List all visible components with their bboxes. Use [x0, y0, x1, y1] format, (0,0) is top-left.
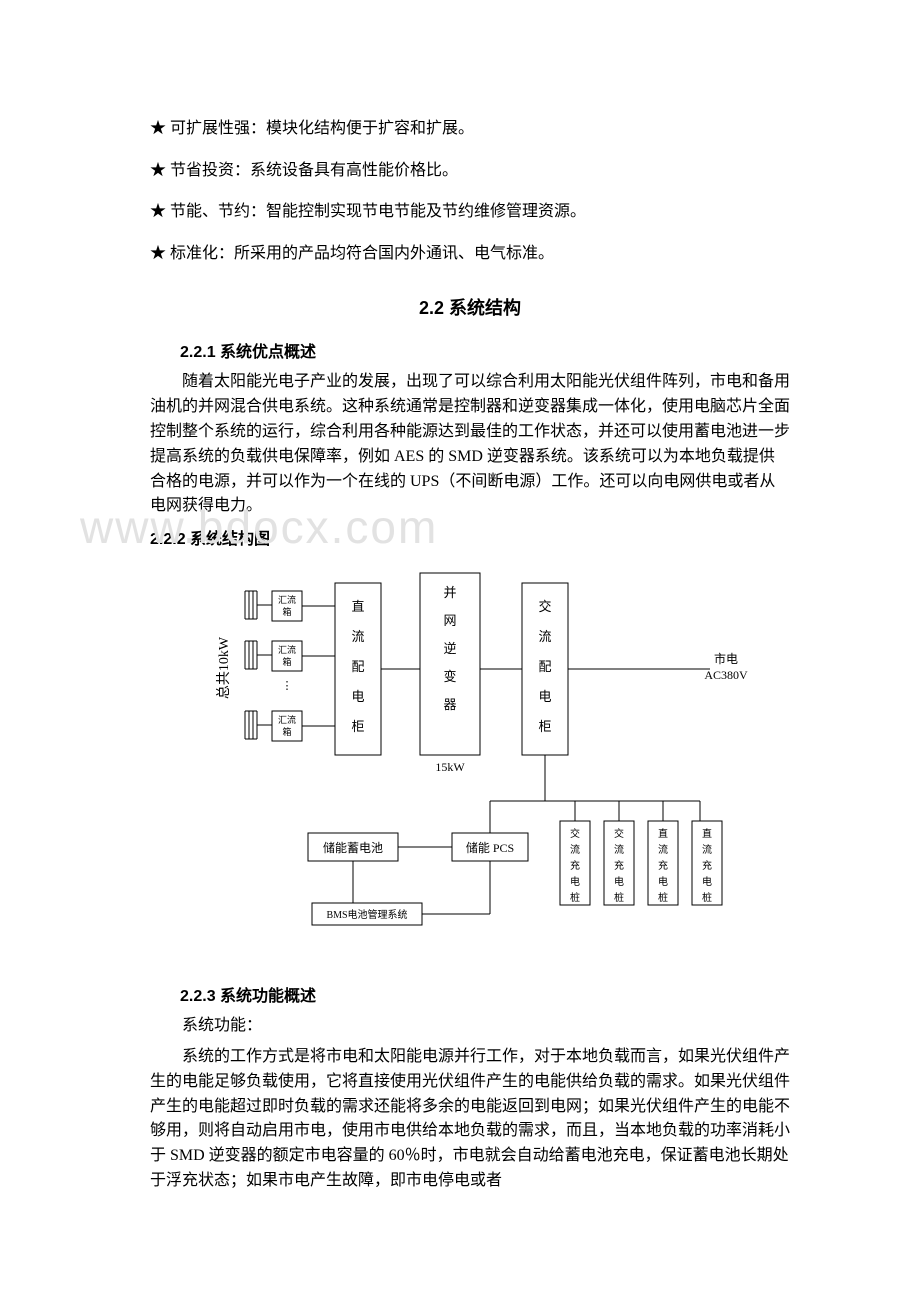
subsection-2-2-1-title: 2.2.1 系统优点概述	[180, 338, 790, 362]
svg-text:充: 充	[570, 859, 580, 872]
combiner-box-3-label: 汇流	[278, 714, 296, 725]
subsection-2-2-3-title: 2.2.3 系统功能概述	[180, 982, 790, 1006]
svg-text:箱: 箱	[282, 656, 291, 667]
svg-text:电: 电	[351, 689, 364, 704]
svg-text:桩: 桩	[570, 891, 580, 904]
svg-text:电: 电	[614, 875, 624, 888]
svg-text:箱: 箱	[282, 606, 291, 617]
svg-text:电: 电	[570, 875, 580, 888]
grid-label-2: AC380V	[704, 668, 748, 682]
section-title: 2.2 系统结构	[150, 294, 790, 320]
svg-text:流: 流	[702, 843, 712, 856]
svg-text:充: 充	[702, 859, 712, 872]
svg-text:流: 流	[570, 843, 580, 856]
document-page: www.bdocx.com ★ 可扩展性强：模块化结构便于扩容和扩展。 ★ 节省…	[0, 0, 920, 1260]
svg-text:交: 交	[570, 827, 580, 840]
svg-text:直: 直	[658, 827, 668, 840]
bullet-investment: ★ 节省投资：系统设备具有高性能价格比。	[150, 158, 790, 184]
svg-text:柜: 柜	[351, 719, 364, 734]
svg-text:逆: 逆	[443, 641, 456, 656]
combiner-box-2-label: 汇流	[278, 644, 296, 655]
dc-cabinet-label: 直	[351, 599, 364, 614]
bullet-expandable: ★ 可扩展性强：模块化结构便于扩容和扩展。	[150, 116, 790, 142]
svg-text:变: 变	[443, 669, 456, 684]
svg-text:配: 配	[538, 659, 551, 674]
inverter-capacity-label: 15kW	[435, 760, 465, 774]
pcs-label: 储能 PCS	[466, 840, 514, 855]
combiner-box-1-label: 汇流	[278, 594, 296, 605]
svg-text:电: 电	[538, 689, 551, 704]
svg-text:桩: 桩	[614, 891, 624, 904]
inverter-label: 并	[443, 585, 456, 600]
grid-label-1: 市电	[714, 651, 738, 666]
svg-text:配: 配	[351, 659, 364, 674]
svg-text:桩: 桩	[658, 891, 668, 904]
svg-text:流: 流	[351, 629, 364, 644]
svg-text:流: 流	[614, 843, 624, 856]
subsection-2-2-2-title: 2.2.2 系统结构图	[150, 525, 790, 549]
svg-text:流: 流	[538, 629, 551, 644]
bullet-standard: ★ 标准化：所采用的产品均符合国内外通讯、电气标准。	[150, 241, 790, 267]
ac-cabinet-label: 交	[538, 599, 551, 614]
subsection-2-2-3-lead: 系统功能：	[150, 1014, 790, 1039]
svg-text:直: 直	[702, 827, 712, 840]
svg-text:流: 流	[658, 843, 668, 856]
svg-text:器: 器	[443, 697, 456, 712]
total-capacity-label: 总共10kW	[216, 636, 232, 699]
ellipsis-icon: ⋮	[282, 680, 293, 692]
bms-label: BMS电池管理系统	[326, 908, 407, 921]
svg-text:电: 电	[658, 875, 668, 888]
system-structure-diagram: 汇流 箱 汇流 箱 汇流 箱 ⋮ 总共10kW 直 流 配 电 柜	[150, 563, 790, 968]
svg-text:箱: 箱	[282, 726, 291, 737]
svg-text:桩: 桩	[702, 891, 712, 904]
svg-text:交: 交	[614, 827, 624, 840]
svg-text:网: 网	[443, 613, 456, 628]
subsection-2-2-1-body: 随着太阳能光电子产业的发展，出现了可以综合利用太阳能光伏组件阵列，市电和备用油机…	[150, 370, 790, 519]
battery-label: 储能蓄电池	[323, 840, 383, 855]
subsection-2-2-3-body: 系统的工作方式是将市电和太阳能电源并行工作，对于本地负载而言，如果光伏组件产生的…	[150, 1045, 790, 1194]
svg-text:电: 电	[702, 875, 712, 888]
bullet-energy-saving: ★ 节能、节约：智能控制实现节电节能及节约维修管理资源。	[150, 199, 790, 225]
svg-text:柜: 柜	[538, 719, 551, 734]
svg-text:充: 充	[658, 859, 668, 872]
svg-text:充: 充	[614, 859, 624, 872]
